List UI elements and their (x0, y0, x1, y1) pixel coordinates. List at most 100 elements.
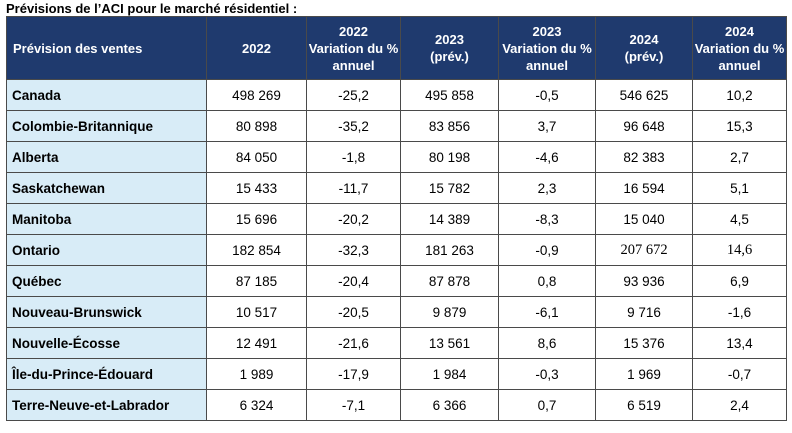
region-name-cell: Colombie-Britannique (6, 110, 207, 142)
header-line: annuel (332, 57, 375, 73)
table-row: Île-du-Prince-Édouard 1 989 -17,9 1 984 -0,3… (6, 358, 787, 390)
forecast-2024-cell: 207 672 (595, 234, 693, 266)
forecast-2024-cell: 15 040 (595, 203, 693, 235)
change-2022-cell: -35,2 (306, 110, 401, 142)
sales-2022-cell: 15 696 (206, 203, 307, 235)
sales-2022-cell: 87 185 (206, 265, 307, 297)
table-row: Saskatchewan 15 433 -11,7 15 782 2,3 16 594 5,… (6, 172, 787, 204)
change-2024-cell: 2,7 (692, 141, 787, 173)
header-line: 2022 (339, 23, 368, 39)
change-2024-cell: 13,4 (692, 327, 787, 359)
region-name-cell: Saskatchewan (6, 172, 207, 204)
header-line: (prév.) (430, 49, 469, 64)
change-2024-cell: 2,4 (692, 389, 787, 421)
sales-2022-cell: 12 491 (206, 327, 307, 359)
region-name-cell: Île-du-Prince-Édouard (6, 358, 207, 390)
change-2023-cell: -4,6 (498, 141, 596, 173)
change-2023-cell: 8,6 (498, 327, 596, 359)
header-2024-change: 2024 Variation du % annuel (692, 16, 787, 80)
change-2023-cell: 0,8 (498, 265, 596, 297)
table-row: Manitoba 15 696 -20,2 14 389 -8,3 15 040 4,5 (6, 203, 787, 235)
change-2024-cell: -1,6 (692, 296, 787, 328)
forecast-2024-cell: 93 936 (595, 265, 693, 297)
forecast-2023-cell: 83 856 (400, 110, 499, 142)
header-2024-forecast: 2024 (prév.) (595, 16, 693, 80)
forecast-2023-cell: 1 984 (400, 358, 499, 390)
sales-2022-cell: 182 854 (206, 234, 307, 266)
change-2022-cell: -7,1 (306, 389, 401, 421)
table-row: Nouveau-Brunswick 10 517 -20,5 9 879 -6,1 9 7… (6, 296, 787, 328)
forecast-2023-cell: 181 263 (400, 234, 499, 266)
header-row: Prévision des ventes 2022 2022 Variation… (6, 16, 787, 80)
forecast-2024-cell: 6 519 (595, 389, 693, 421)
sales-2022-cell: 15 433 (206, 172, 307, 204)
change-2023-cell: -0,9 (498, 234, 596, 266)
change-2022-cell: -20,5 (306, 296, 401, 328)
change-2023-cell: -0,3 (498, 358, 596, 390)
forecast-2023-cell: 15 782 (400, 172, 499, 204)
forecast-2023-cell: 9 879 (400, 296, 499, 328)
table-row: Québec 87 185 -20,4 87 878 0,8 93 936 6,9 (6, 265, 787, 297)
header-line: annuel (526, 57, 568, 73)
forecast-2023-cell: 495 858 (400, 79, 499, 111)
table-row: Terre-Neuve-et-Labrador 6 324 -7,1 6 366 0,7… (6, 389, 787, 421)
forecast-2023-cell: 80 198 (400, 141, 499, 173)
change-2022-cell: -25,2 (306, 79, 401, 111)
change-2022-cell: -1,8 (306, 141, 401, 173)
sales-2022-cell: 498 269 (206, 79, 307, 111)
change-2024-cell: 6,9 (692, 265, 787, 297)
table-title: Prévisions de l’ACI pour le marché résid… (6, 1, 298, 16)
change-2024-cell: 14,6 (692, 234, 787, 266)
header-2022-change: 2022 Variation du % annuel (306, 16, 401, 80)
change-2023-cell: 2,3 (498, 172, 596, 204)
forecast-2024-cell: 96 648 (595, 110, 693, 142)
change-2023-cell: -0,5 (498, 79, 596, 111)
table-row: Alberta 84 050 -1,8 80 198 -4,6 82 383 2,7 (6, 141, 787, 173)
header-line: 2024 (629, 32, 659, 47)
forecast-2024-cell: 16 594 (595, 172, 693, 204)
forecast-2024-cell: 15 376 (595, 327, 693, 359)
sales-forecast-table: Prévision des ventes 2022 2022 Variation… (6, 16, 787, 421)
region-name-cell: Ontario (6, 234, 207, 266)
header-line: 2024 (725, 23, 754, 39)
forecast-2024-cell: 1 969 (595, 358, 693, 390)
header-line: 2023 (435, 32, 464, 47)
forecast-2024-cell: 546 625 (595, 79, 693, 111)
table-row: Colombie-Britannique 80 898 -35,2 83 856 3,7… (6, 110, 787, 142)
change-2022-cell: -20,4 (306, 265, 401, 297)
change-2022-cell: -20,2 (306, 203, 401, 235)
header-line: Variation du % (694, 40, 785, 56)
change-2024-cell: 5,1 (692, 172, 787, 204)
header-2023-forecast: 2023 (prév.) (400, 16, 499, 80)
forecast-2024-cell: 82 383 (595, 141, 693, 173)
header-line: annuel (718, 57, 761, 73)
header-2022: 2022 (206, 16, 307, 80)
header-line: Variation du % (502, 40, 592, 56)
change-2022-cell: -21,6 (306, 327, 401, 359)
header-2023-change: 2023 Variation du % annuel (498, 16, 596, 80)
region-name-cell: Terre-Neuve-et-Labrador (6, 389, 207, 421)
change-2023-cell: -8,3 (498, 203, 596, 235)
forecast-2023-cell: 14 389 (400, 203, 499, 235)
header-region: Prévision des ventes (6, 16, 207, 80)
sales-2022-cell: 6 324 (206, 389, 307, 421)
table-row: Canada 498 269 -25,2 495 858 -0,5 546 625 10,2 (6, 79, 787, 111)
region-name-cell: Canada (6, 79, 207, 111)
sales-2022-cell: 10 517 (206, 296, 307, 328)
change-2023-cell: 0,7 (498, 389, 596, 421)
header-line: (prév.) (624, 49, 664, 64)
sales-2022-cell: 84 050 (206, 141, 307, 173)
table-row: Nouvelle-Écosse 12 491 -21,6 13 561 8,6 15 37… (6, 327, 787, 359)
region-name-cell: Nouvelle-Écosse (6, 327, 207, 359)
header-line: 2023 (532, 23, 562, 39)
change-2024-cell: 10,2 (692, 79, 787, 111)
region-name-cell: Nouveau-Brunswick (6, 296, 207, 328)
change-2024-cell: 15,3 (692, 110, 787, 142)
sales-2022-cell: 1 989 (206, 358, 307, 390)
change-2022-cell: -17,9 (306, 358, 401, 390)
header-line: Variation du % (308, 40, 399, 56)
forecast-2023-cell: 13 561 (400, 327, 499, 359)
change-2022-cell: -32,3 (306, 234, 401, 266)
table-row: Ontario 182 854 -32,3 181 263 -0,9 207 672 14,… (6, 234, 787, 266)
forecast-2023-cell: 6 366 (400, 389, 499, 421)
